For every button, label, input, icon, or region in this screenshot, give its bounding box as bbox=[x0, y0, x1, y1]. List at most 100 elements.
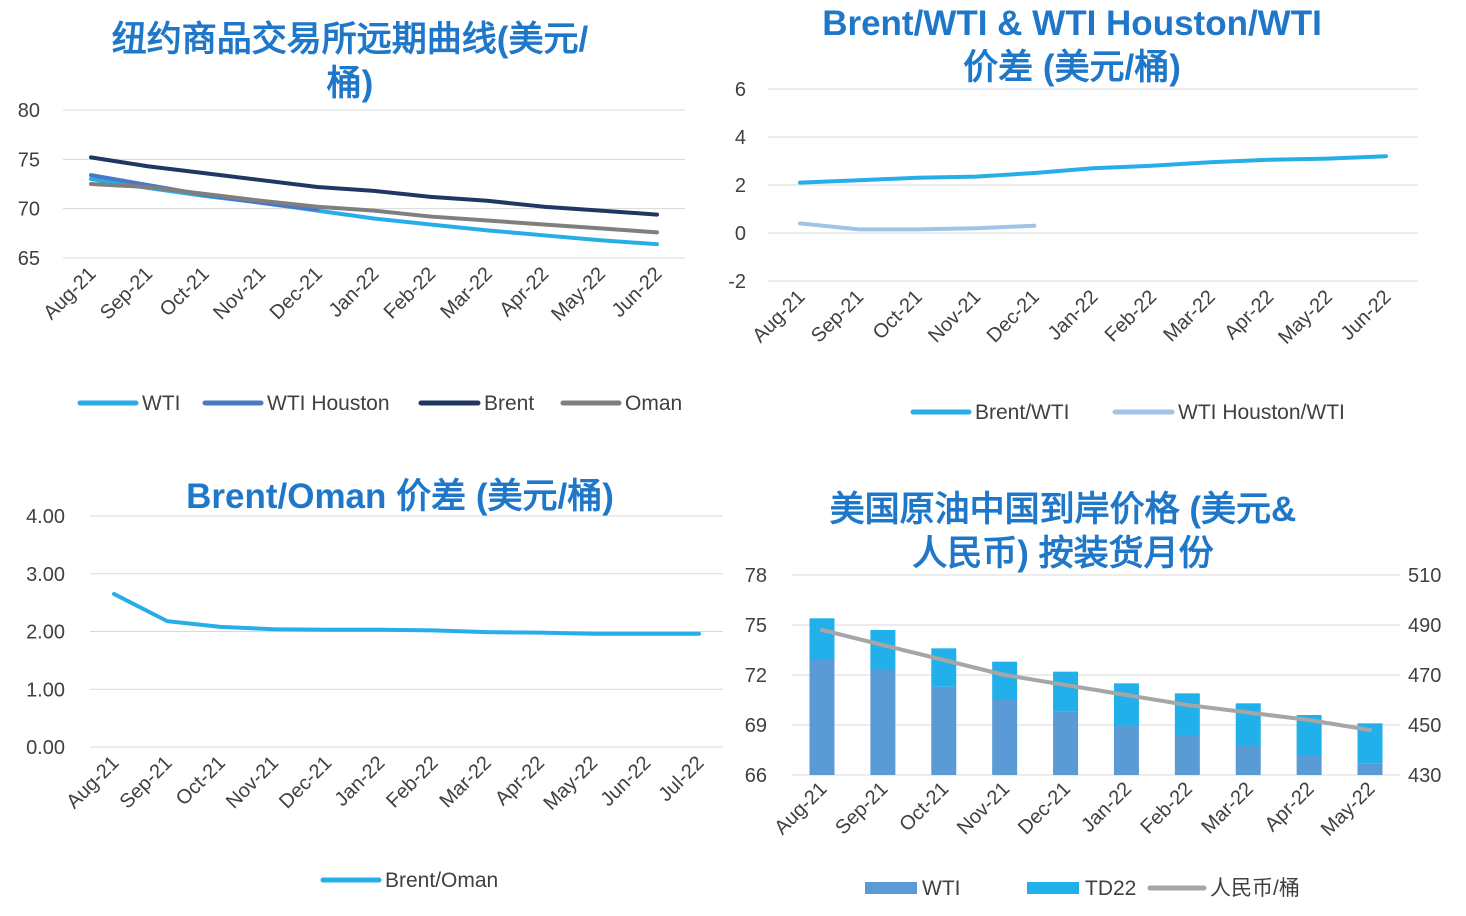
x-tick-label: Jan-22 bbox=[331, 752, 390, 811]
y2-tick-label: 490 bbox=[1408, 615, 1441, 637]
spread-brent-oman-chart: Brent/Oman 价差 (美元/桶) 0.00 1.00 2.00 3.00 4.0… bbox=[0, 455, 730, 916]
y2-tick-label: 470 bbox=[1408, 665, 1441, 687]
x-tick-label: May-22 bbox=[539, 752, 602, 815]
x-tick-label: Jan-22 bbox=[1044, 286, 1103, 345]
bar-wti bbox=[1296, 755, 1322, 775]
y-tick-label: 2 bbox=[735, 175, 746, 197]
x-tick-label: Apr-22 bbox=[1261, 778, 1319, 836]
x-tick-label: Mar-22 bbox=[1197, 778, 1257, 838]
line-wti-houston-wti bbox=[798, 221, 1037, 232]
y-tick-label: 75 bbox=[745, 615, 767, 637]
legend-label: WTI bbox=[922, 877, 960, 900]
y-tick-label: 0.00 bbox=[26, 737, 65, 759]
legend-label: Brent/Oman bbox=[385, 869, 498, 892]
x-tick-label: Nov-21 bbox=[953, 778, 1014, 839]
bar-td22 bbox=[870, 630, 896, 670]
legend-label: Brent bbox=[484, 392, 534, 415]
legend-label: WTI bbox=[142, 392, 180, 415]
x-tick-label: Feb-22 bbox=[382, 752, 442, 812]
x-tick-label: Oct-21 bbox=[869, 286, 927, 344]
x-tick-label: Oct-21 bbox=[156, 263, 214, 321]
y-tick-label: 6 bbox=[735, 79, 746, 101]
chart-plot: 0.00 1.00 2.00 3.00 4.00 Aug-21Sep-21Oct-21No… bbox=[26, 506, 723, 892]
x-tick-label: Aug-21 bbox=[39, 263, 100, 324]
x-tick-label: Dec-21 bbox=[983, 286, 1044, 347]
y-tick-label: 78 bbox=[745, 565, 767, 587]
bar-td22 bbox=[809, 618, 835, 660]
x-tick-label: Oct-21 bbox=[895, 778, 953, 836]
chart-title-line-1: Brent/Oman 价差 (美元/桶) bbox=[186, 477, 614, 516]
x-tick-label: Nov-21 bbox=[924, 286, 985, 347]
bar-wti bbox=[1053, 711, 1079, 775]
x-tick-label: Feb-22 bbox=[1136, 778, 1196, 838]
bar-wti bbox=[1357, 763, 1383, 775]
chart-title: 纽约商品交易所远期曲线(美元/ 桶) bbox=[0, 18, 700, 106]
x-tick-label: May-22 bbox=[1317, 778, 1380, 841]
chart-title-line-2: 人民币) 按装货月份 bbox=[912, 534, 1214, 573]
bar-td22 bbox=[992, 661, 1018, 700]
legend-swatch bbox=[865, 882, 917, 894]
line-oman bbox=[89, 182, 659, 235]
x-tick-label: Sep-21 bbox=[807, 286, 868, 347]
bar-td22 bbox=[1174, 693, 1200, 735]
y-tick-label: -2 bbox=[728, 271, 746, 293]
bar-td22 bbox=[931, 648, 957, 687]
x-tick-label: Sep-21 bbox=[116, 752, 177, 813]
chart-title-line-2: 价差 (美元/桶) bbox=[963, 48, 1181, 87]
x-tick-label: Aug-21 bbox=[748, 286, 809, 347]
y-tick-label: 72 bbox=[745, 665, 767, 687]
chart-title: 美国原油中国到岸价格 (美元& 人民币) 按装货月份 bbox=[730, 488, 1396, 576]
chart-title-line-2: 桶) bbox=[326, 64, 374, 103]
x-tick-label: Sep-21 bbox=[831, 778, 892, 839]
spread-brent-wti-chart: Brent/WTI & WTI Houston/WTI 价差 (美元/桶) -2… bbox=[700, 0, 1466, 440]
line-series bbox=[820, 628, 1372, 732]
x-tick-label: Mar-22 bbox=[1159, 286, 1219, 346]
bar-wti bbox=[931, 686, 957, 775]
chart-plot: 65 70 75 80 Aug-21Sep-21Oct-21Nov-21Dec-21Ja… bbox=[18, 100, 685, 415]
legend-swatch bbox=[1027, 882, 1079, 894]
x-tick-label: Dec-21 bbox=[1014, 778, 1075, 839]
bar-wti bbox=[1174, 735, 1200, 775]
y2-tick-label: 430 bbox=[1408, 765, 1441, 787]
x-tick-label: Mar-22 bbox=[436, 263, 496, 323]
x-tick-label: Nov-21 bbox=[209, 263, 270, 324]
y-tick-label: 1.00 bbox=[26, 679, 65, 701]
x-tick-label: Nov-21 bbox=[222, 752, 283, 813]
x-tick-label: Feb-22 bbox=[380, 263, 440, 323]
legend-label: WTI Houston/WTI bbox=[1178, 401, 1345, 424]
y-tick-label: 4.00 bbox=[26, 506, 65, 528]
x-tick-label: May-22 bbox=[1274, 286, 1337, 349]
y-tick-label: 70 bbox=[18, 199, 40, 221]
x-tick-label: Jun-22 bbox=[608, 263, 667, 322]
x-tick-label: May-22 bbox=[547, 263, 610, 326]
x-tick-label: Mar-22 bbox=[435, 752, 495, 812]
chart-title: Brent/WTI & WTI Houston/WTI 价差 (美元/桶) bbox=[700, 2, 1444, 90]
y-tick-label: 4 bbox=[735, 127, 746, 149]
legend-label: WTI Houston bbox=[267, 392, 390, 415]
chart-title-line-1: Brent/WTI & WTI Houston/WTI bbox=[822, 4, 1322, 43]
bar-td22 bbox=[1053, 671, 1079, 712]
y-tick-label: 65 bbox=[18, 248, 40, 270]
y-tick-label: 69 bbox=[745, 715, 767, 737]
nymex-forward-curve-chart: 纽约商品交易所远期曲线(美元/ 桶) 65 70 75 80 Aug-21 Sep-21 O… bbox=[0, 0, 700, 440]
x-tick-label: Jan-22 bbox=[325, 263, 384, 322]
chart-title-line-1: 美国原油中国到岸价格 (美元& bbox=[829, 490, 1297, 529]
y-tick-label: 3.00 bbox=[26, 564, 65, 586]
y-tick-label: 66 bbox=[745, 765, 767, 787]
bar-wti bbox=[809, 660, 835, 775]
legend-label: 人民币/桶 bbox=[1210, 877, 1300, 900]
chart-title: Brent/Oman 价差 (美元/桶) bbox=[30, 475, 770, 519]
x-tick-label: Dec-21 bbox=[266, 263, 327, 324]
x-tick-label: Aug-21 bbox=[62, 752, 123, 813]
legend-label: Oman bbox=[625, 392, 682, 415]
bar-wti bbox=[1113, 725, 1139, 775]
y-tick-label: 2.00 bbox=[26, 622, 65, 644]
x-tick-label: Dec-21 bbox=[275, 752, 336, 813]
x-tick-label: Jul-22 bbox=[654, 752, 708, 806]
chart-plot: 66 69 72 75 78 430 450 470 490 510 Aug-21 Sep-21 Oct… bbox=[745, 565, 1442, 900]
line-brent bbox=[89, 155, 659, 217]
y2-tick-label: 450 bbox=[1408, 715, 1441, 737]
legend-label: Brent/WTI bbox=[975, 401, 1070, 424]
line-brent-oman bbox=[112, 591, 701, 636]
bar-wti bbox=[992, 700, 1018, 775]
